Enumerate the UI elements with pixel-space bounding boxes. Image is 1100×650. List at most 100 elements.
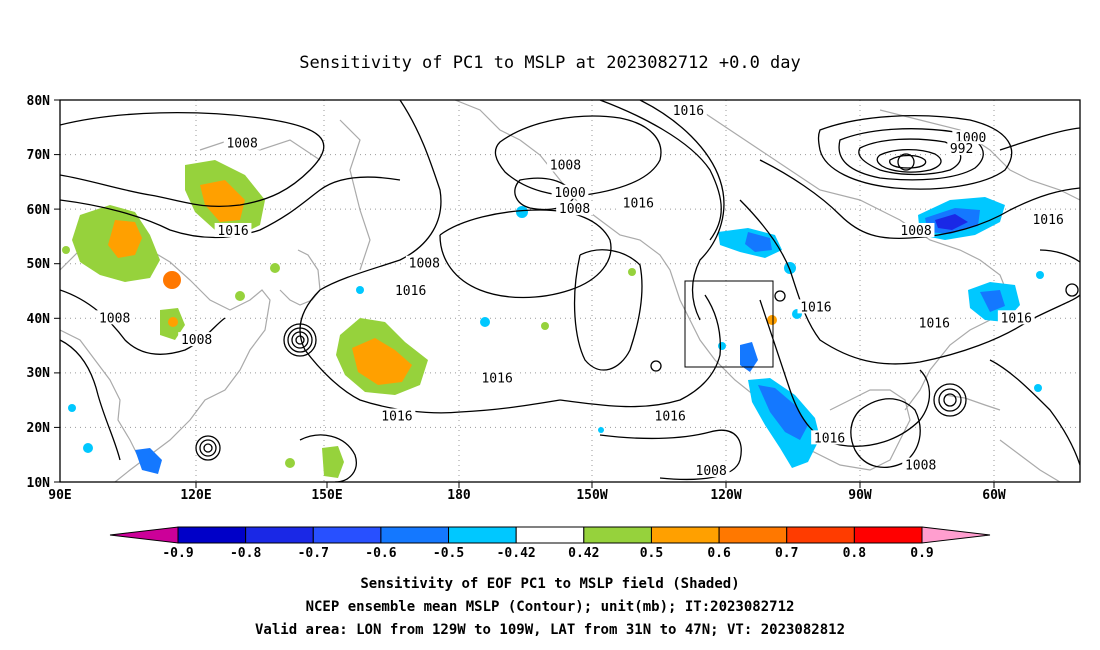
contour-label: 1016 (381, 410, 412, 425)
colorbar-label: -0.7 (298, 546, 329, 561)
contour-label: 1008 (226, 137, 257, 152)
colorbar-label: -0.42 (497, 546, 536, 561)
contour-label: 1008 (696, 464, 727, 479)
lon-tick-label: 180 (447, 488, 471, 503)
colorbar-box (380, 526, 450, 544)
contour-label-background (178, 332, 216, 347)
contour-label: 1008 (99, 311, 130, 326)
lat-tick-label: 20N (27, 421, 51, 436)
colorbar-label: -0.9 (162, 546, 193, 561)
shade-negative-mexico-core (758, 385, 808, 440)
map-background (60, 100, 1080, 482)
longitude-ticks (195, 482, 995, 488)
colorbar-label: 0.6 (707, 546, 731, 561)
lat-tick-label: 10N (27, 476, 51, 491)
latitude-ticks (54, 99, 60, 483)
contour-label-background (547, 157, 584, 172)
contour-label-background (96, 310, 134, 325)
contour-label: 1016 (673, 104, 704, 119)
contour-label: 1016 (1032, 213, 1063, 228)
contour-label: 1008 (900, 224, 931, 239)
colorbar-box (786, 526, 855, 544)
contour-label-background (1029, 212, 1067, 227)
coastlines (60, 100, 1080, 482)
shade-positive-west-asia-spot (163, 271, 181, 289)
contour-label-background (952, 130, 990, 145)
colorbar-label: -0.6 (365, 546, 396, 561)
colorbar-label: -0.8 (230, 546, 261, 561)
contour-label-background (223, 135, 261, 150)
lon-tick-label: 150E (311, 488, 342, 503)
contour-label-background (997, 310, 1035, 325)
contour-label-background (902, 457, 940, 472)
contour-label-background (947, 141, 976, 156)
shade-positive-west-asia-core (108, 220, 142, 258)
lon-tick-label: 120W (710, 488, 741, 503)
shade-positive-mongolia-core (200, 180, 245, 222)
colorbar-labels: -0.9 -0.8 -0.7 -0.6 -0.5 -0.42 0.42 0.5 0.6 0.7 0.… (162, 546, 933, 561)
colorbar-box (515, 526, 585, 544)
contour-label: 1008 (905, 459, 936, 474)
contour-label-background (897, 222, 935, 237)
contour-label: 992 (950, 142, 973, 157)
lat-tick-label: 70N (27, 148, 51, 163)
longitude-axis: 90E 120E 150E 180 150W 120W 90W 60W (48, 488, 1006, 503)
map-frame (59, 99, 1081, 483)
contour-label-background (392, 283, 430, 297)
colorbar-boxes (177, 526, 923, 544)
map-title: Sensitivity of PC1 to MSLP at 2023082712… (299, 53, 801, 73)
contour-label-background (915, 315, 953, 330)
caption-line-1: Sensitivity of EOF PC1 to MSLP field (Sh… (360, 576, 739, 592)
shade-positive-china-core (168, 317, 178, 327)
colorbar-box (245, 526, 314, 544)
colorbar-low-end-triangle (109, 526, 179, 544)
contour-label-background (214, 222, 252, 237)
contour-label-background (811, 430, 848, 445)
contour-label: 1008 (559, 202, 590, 217)
lat-tick-label: 50N (27, 257, 51, 272)
colorbar-label: -0.5 (433, 546, 464, 561)
colorbar-box (583, 526, 652, 544)
contour-label-background (669, 102, 707, 117)
contour-label-background (551, 184, 589, 199)
contour-label-background (478, 370, 516, 385)
lat-tick-label: 30N (27, 366, 51, 381)
lat-tick-label: 60N (27, 203, 51, 218)
lon-tick-label: 60W (982, 488, 1006, 503)
shade-negative-north-atlantic-core (980, 290, 1005, 312)
contour-label: 1016 (919, 317, 950, 332)
colorbar-box (650, 526, 720, 544)
colorbar-box (853, 526, 923, 544)
colorbar-box (177, 526, 247, 544)
lon-tick-label: 150W (576, 488, 607, 503)
colorbar-label: 0.8 (843, 546, 867, 561)
contour-label-background (797, 299, 835, 314)
contour-label: 1016 (481, 371, 512, 386)
colorbar: -0.9 -0.8 -0.7 -0.6 -0.5 -0.42 0.42 0.5 0.6 0.7 0.… (109, 526, 991, 561)
contour-label: 1016 (655, 410, 686, 425)
latitude-axis: 80N 70N 60N 50N 40N 30N 20N 10N (27, 94, 51, 491)
valid-area-box (684, 280, 774, 368)
contour-label: 1008 (409, 257, 440, 272)
shade-positive-south-pacific (322, 446, 344, 478)
contour-label: 1016 (623, 197, 654, 212)
caption-line-3: Valid area: LON from 129W to 109W, LAT f… (255, 622, 845, 638)
contour-label-background (692, 463, 730, 478)
colorbar-box (448, 526, 517, 544)
contour-label-background (651, 408, 689, 423)
contour-label: 1016 (217, 224, 248, 239)
lon-tick-label: 120E (180, 488, 211, 503)
contour-label-background (405, 255, 443, 270)
lon-tick-label: 90E (48, 488, 71, 503)
shade-negative-canada-core (745, 232, 772, 252)
shade-negative-baja (740, 342, 758, 372)
colorbar-label: 0.5 (640, 546, 663, 561)
shade-negative-labrador-inner (935, 214, 968, 230)
caption: Sensitivity of EOF PC1 to MSLP field (Sh… (255, 576, 845, 638)
colorbar-box (718, 526, 788, 544)
negative-sensitivity-shading (68, 197, 1044, 474)
lon-tick-label: 90W (848, 488, 872, 503)
colorbar-label: 0.7 (775, 546, 798, 561)
